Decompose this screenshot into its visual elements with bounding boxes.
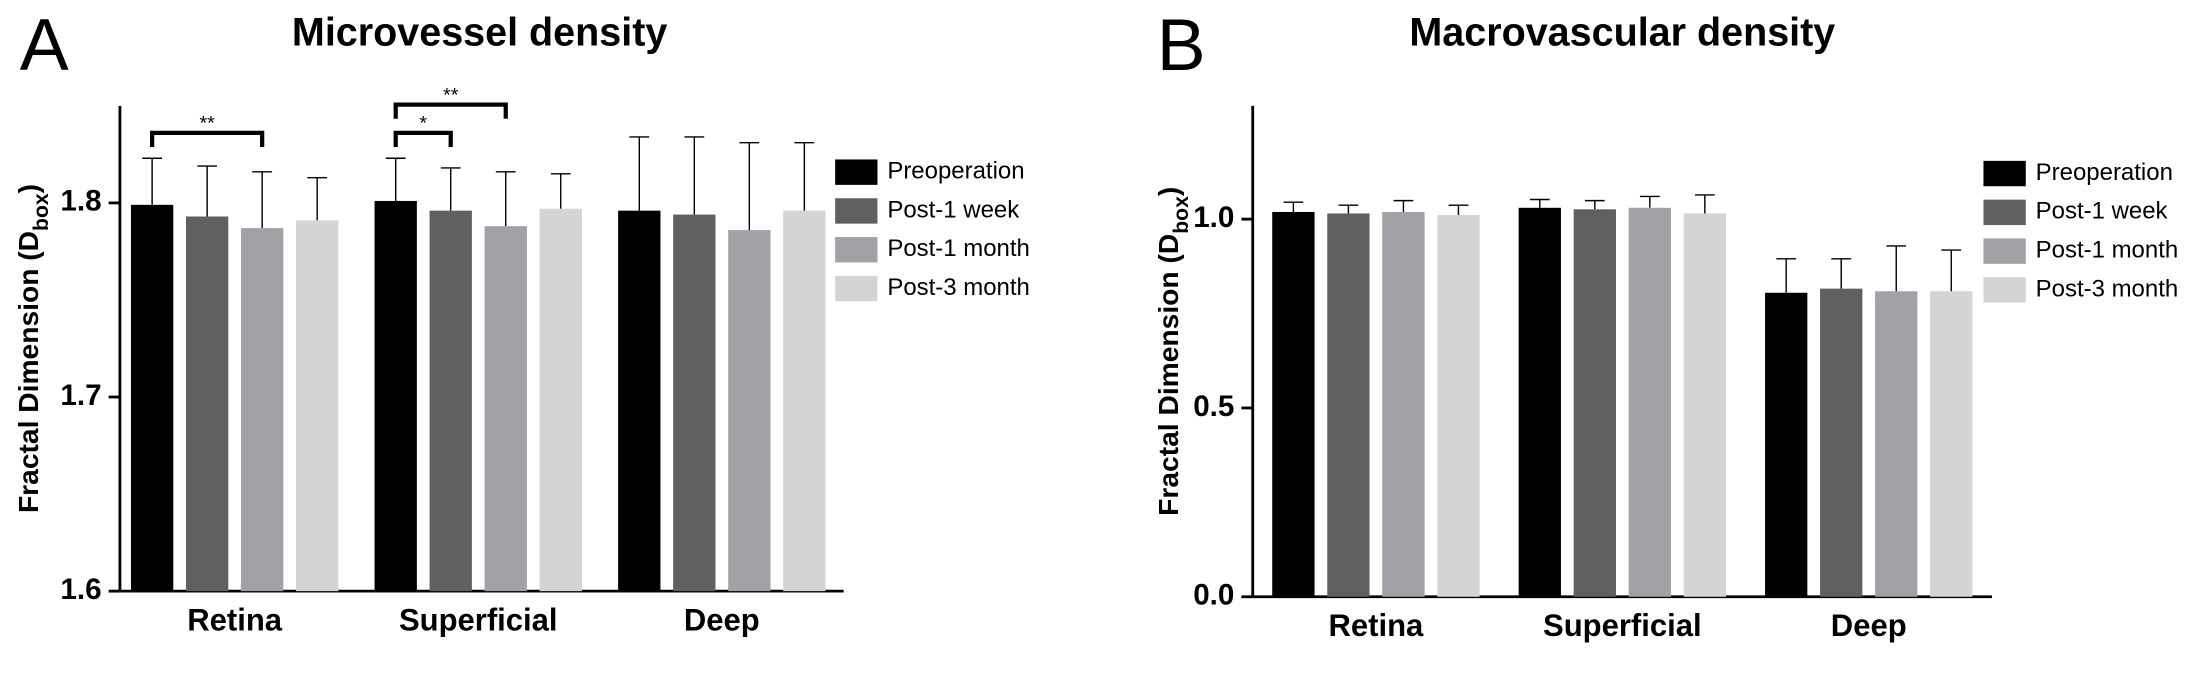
y-tick-label: 1.0 [1193,201,1234,234]
legend-swatch [835,237,878,263]
bar [1875,291,1918,597]
x-tick-label: Deep [684,602,760,637]
legend-swatch [835,275,878,302]
bar [1765,292,1808,597]
x-tick-label: Retina [1329,608,1425,643]
bar [1437,214,1480,597]
bar [1820,288,1863,597]
bar [539,208,582,592]
y-axis-label-part: Fractal Dimension (D [12,231,44,513]
legend-swatch [1983,277,2026,303]
significance-bracket [393,130,453,147]
legend-swatch [1983,199,2026,226]
legend-swatch [835,198,878,224]
x-tick-label: Deep [1831,608,1907,643]
y-axis-label-part: ) [1152,187,1184,196]
bar [1628,207,1671,597]
bar [1573,209,1616,597]
y-axis-label: Fractal Dimension (Dbox) [1152,187,1193,516]
y-tick-label: 0.5 [1193,390,1234,423]
significance-label: ** [443,84,459,106]
legend-label: Post-1 week [2036,198,2169,225]
bar [1930,291,1973,597]
bar [673,214,716,592]
x-tick-label: Retina [187,602,283,637]
legend-label: Post-3 month [887,274,1030,301]
panel-label: B [1157,4,1206,86]
bar [240,228,284,592]
y-tick-label: 0.0 [1193,579,1234,612]
bar [1382,211,1425,597]
y-tick-label: 1.6 [60,573,101,606]
legend-swatch [1983,160,2026,187]
bar [374,200,417,592]
chart-title: Microvessel density [292,11,667,55]
x-tick-label: Superficial [399,602,558,637]
bar [1683,213,1727,597]
legend-swatch [835,159,878,185]
bar [1327,213,1370,597]
bar [484,226,527,592]
significance-bracket [393,102,508,119]
y-axis-label-part: Fractal Dimension (D [1152,234,1184,516]
legend-label: Post-1 month [887,235,1030,262]
significance-label: ** [199,113,215,135]
bar [1518,207,1561,597]
legend-label: Post-1 month [2036,236,2179,263]
legend-label: Post-3 month [2036,275,2179,302]
panel-label: A [20,4,69,86]
chart-title: Macrovascular density [1409,11,1835,55]
significance-label: * [419,113,427,135]
bar [618,210,661,592]
bar [429,210,472,592]
bar [296,220,339,592]
legend-label: Post-1 week [887,196,1020,223]
y-axis-label-part: box [1170,196,1193,234]
legend-label: Preoperation [887,157,1024,184]
y-axis-label-part: ) [12,184,44,193]
x-tick-label: Superficial [1543,608,1702,643]
bar [1272,211,1315,597]
y-tick-label: 1.8 [60,185,101,218]
legend-label: Preoperation [2036,159,2173,186]
bar [728,230,771,592]
bar [783,210,826,592]
bar [185,216,229,592]
significance-bracket [150,130,265,147]
y-axis-label: Fractal Dimension (Dbox) [12,184,53,513]
legend-swatch [1983,238,2026,264]
y-tick-label: 1.7 [60,379,101,412]
y-axis-label-part: box [30,193,53,231]
bar [130,204,174,592]
